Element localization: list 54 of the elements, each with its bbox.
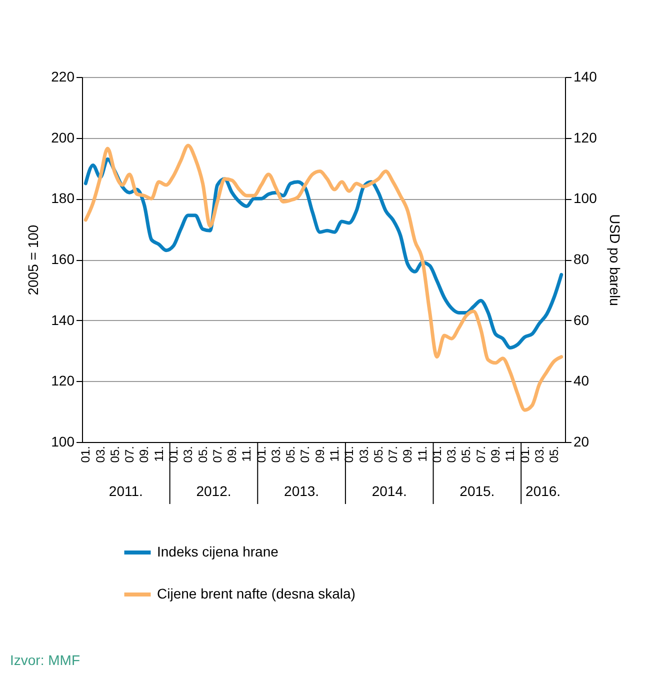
x-tick-label: 07. bbox=[210, 446, 224, 463]
text: 2013. bbox=[284, 483, 320, 499]
y-tick-label: 140 bbox=[51, 312, 75, 328]
text: Izvor: MMF bbox=[10, 652, 80, 668]
y2-tick-label: 40 bbox=[574, 372, 590, 389]
y-tick-label: 100 bbox=[51, 434, 75, 450]
x-tick-label: 11. bbox=[240, 446, 254, 462]
x-tick-label: 05. bbox=[547, 446, 562, 463]
text: 2011. bbox=[108, 483, 143, 499]
x-tick-label: 05. bbox=[459, 446, 474, 463]
y2-tick-label: 60 bbox=[574, 312, 590, 328]
x-tick-label: 09. bbox=[137, 446, 152, 463]
x-tick-label: 05. bbox=[196, 446, 210, 463]
x-tick-label: 03. bbox=[444, 446, 459, 463]
legend-label: Cijene brent nafte (desna skala) bbox=[157, 586, 356, 602]
x-tick-label: 03. bbox=[356, 446, 371, 463]
y-tick-label: 120 bbox=[51, 372, 75, 389]
x-tick-label: 03. bbox=[268, 446, 283, 463]
y-tick-label: 220 bbox=[51, 68, 75, 84]
x-tick-label: 11. bbox=[503, 446, 518, 462]
text: 2016. bbox=[526, 483, 561, 499]
y2-tick-label: 80 bbox=[574, 251, 590, 267]
x-tick-label: 03. bbox=[532, 446, 546, 463]
text: 2012. bbox=[196, 483, 232, 499]
x-tick-label: 07. bbox=[122, 446, 137, 463]
x-tick-label: 01. bbox=[78, 446, 93, 463]
x-tick-label: 05. bbox=[108, 446, 122, 463]
x-tick-label: 09. bbox=[488, 446, 502, 463]
x-tick-label: 05. bbox=[284, 446, 298, 463]
line-series bbox=[84, 144, 564, 412]
x-tick-label: 11. bbox=[415, 446, 430, 462]
y-tick-label: 200 bbox=[51, 129, 75, 146]
y2-tick-label: 20 bbox=[574, 434, 590, 450]
x-tick-label: 09. bbox=[225, 446, 240, 463]
y-tick-label: 180 bbox=[51, 190, 75, 206]
text: 2015. bbox=[460, 483, 495, 499]
x-tick-label: 05. bbox=[371, 446, 386, 463]
x-tick-label: 07. bbox=[474, 446, 488, 463]
legend-label: Indeks cijena hrane bbox=[157, 544, 279, 560]
y2-axis-title: USD po barelu bbox=[606, 214, 623, 306]
x-tick-label: 09. bbox=[312, 446, 327, 463]
x-tick-label: 11. bbox=[327, 446, 342, 462]
x-tick-label: 09. bbox=[400, 446, 415, 463]
x-tick-label: 07. bbox=[298, 446, 312, 463]
x-tick-label: 03. bbox=[181, 446, 196, 463]
y2-tick-label: 120 bbox=[574, 129, 598, 146]
x-tick-label: 11. bbox=[152, 446, 166, 462]
text: 2014. bbox=[372, 483, 407, 499]
y2-tick-label: 140 bbox=[574, 68, 598, 84]
y2-tick-label: 100 bbox=[574, 190, 598, 206]
x-tick-label: 07. bbox=[386, 446, 400, 463]
y-tick-label: 160 bbox=[51, 251, 75, 267]
x-tick-label: 03. bbox=[93, 446, 108, 463]
y-axis-title: 2005 = 100 bbox=[25, 224, 42, 296]
